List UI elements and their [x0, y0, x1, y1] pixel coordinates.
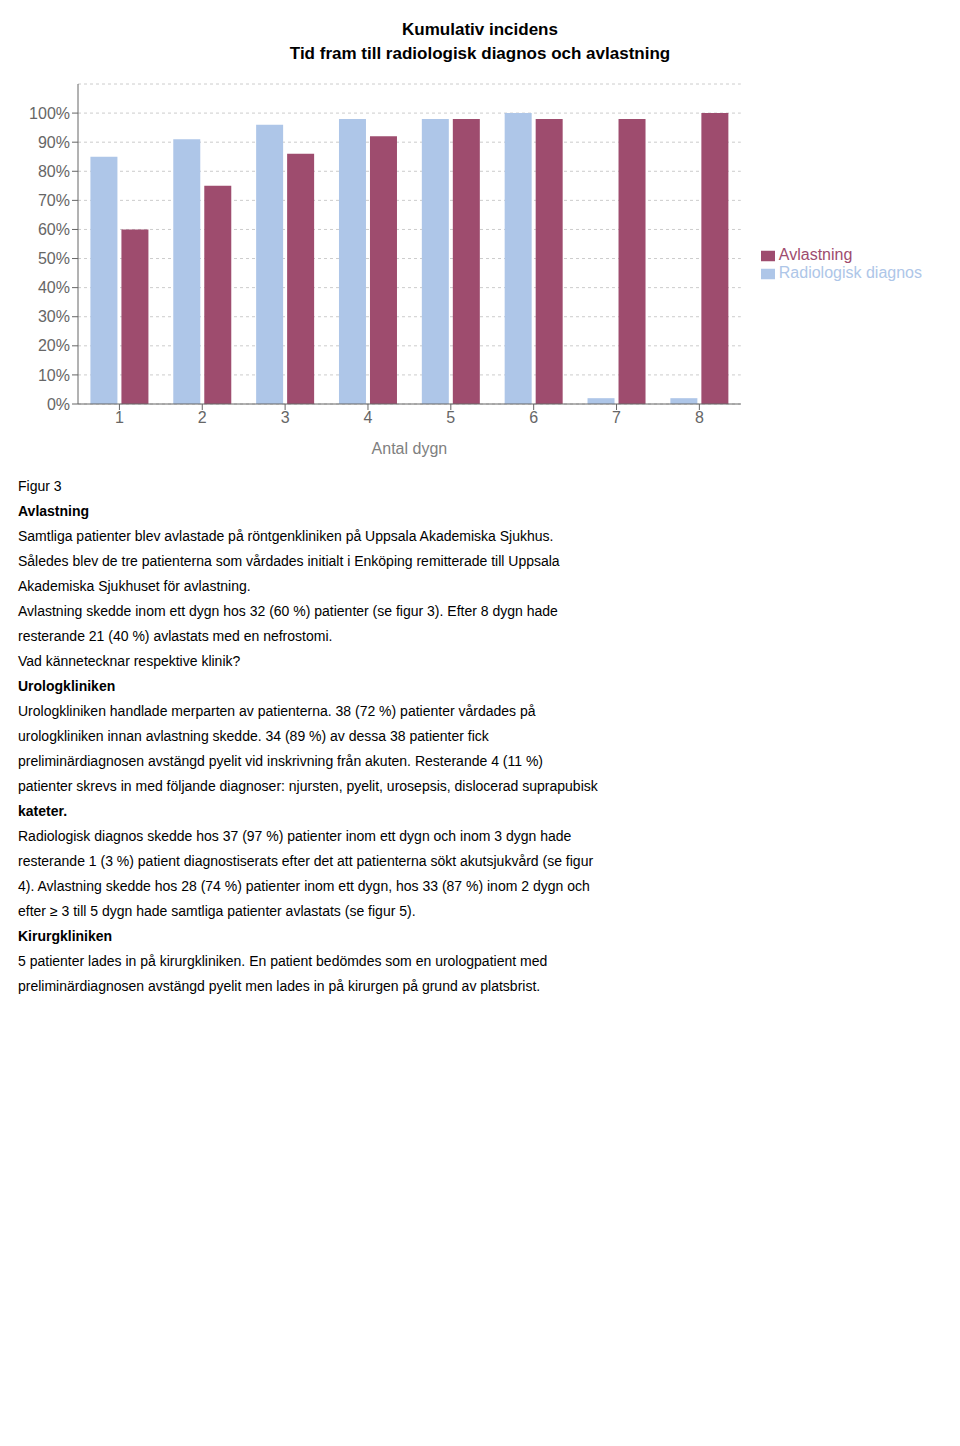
html-text:preliminärdiagnosen avstängd p: preliminärdiagnosen avstängd pyelit vid … — [18, 753, 543, 769]
html-text:Vad kännetecknar respektive kl: Vad kännetecknar respektive klinik? — [18, 653, 241, 669]
svg-text:0%: 0% — [47, 396, 70, 413]
svg-text:8: 8 — [695, 409, 704, 426]
svg-text:40%: 40% — [38, 279, 70, 296]
svg-text:80%: 80% — [38, 163, 70, 180]
svg-text:90%: 90% — [38, 134, 70, 151]
html-text:Akademiska Sjukhuset för avlas: Akademiska Sjukhuset för avlastning. — [18, 578, 251, 594]
html-text:Figur 3: Figur 3 — [18, 478, 62, 494]
html-text:preliminärdiagnosen avstängd p: preliminärdiagnosen avstängd pyelit men … — [18, 978, 541, 994]
svg-text:70%: 70% — [38, 192, 70, 209]
html-text:Tid fram till radiologisk diag: Tid fram till radiologisk diagnos och av… — [289, 44, 671, 63]
html-text:Avlastning skedde inom ett dyg: Avlastning skedde inom ett dygn hos 32 (… — [18, 603, 558, 619]
html-text:Avlastning: Avlastning — [18, 503, 89, 519]
svg-text:7: 7 — [612, 409, 621, 426]
html-text:Således blev de tre patientern: Således blev de tre patienterna som vård… — [18, 553, 560, 569]
html-text:Kirurgkliniken: Kirurgkliniken — [18, 928, 113, 944]
svg-text:10%: 10% — [38, 367, 70, 384]
html-text:Radiologisk diagnos skedde hos: Radiologisk diagnos skedde hos 37 (97 %)… — [18, 828, 572, 844]
svg-text:100%: 100% — [29, 105, 70, 122]
svg-text:Antal dygn: Antal dygn — [372, 440, 448, 457]
svg-text:20%: 20% — [38, 337, 70, 354]
svg-text:3: 3 — [281, 409, 290, 426]
html-text:kateter.: kateter. — [18, 803, 67, 819]
html-text:resterande 1 (3 %) patient dia: resterande 1 (3 %) patient diagnostisera… — [18, 853, 594, 869]
svg-text:50%: 50% — [38, 250, 70, 267]
svg-text:5: 5 — [446, 409, 455, 426]
html-text:5 patienter lades in på kirurg: 5 patienter lades in på kirurgkliniken. … — [18, 953, 548, 969]
html-text:urologkliniken innan avlastnin: urologkliniken innan avlastning skedde. … — [18, 728, 489, 744]
html-text:efter ≥ 3 till 5 dygn hade sam: efter ≥ 3 till 5 dygn hade samtliga pati… — [18, 903, 416, 919]
svg-text:60%: 60% — [38, 221, 70, 238]
html-text:patienter skrevs in med följan: patienter skrevs in med följande diagnos… — [18, 778, 598, 794]
svg-text:30%: 30% — [38, 308, 70, 325]
svg-text:4: 4 — [364, 409, 373, 426]
html-text:Avlastning: Avlastning — [778, 246, 853, 263]
html-text:Samtliga patienter blev avlast: Samtliga patienter blev avlastade på rön… — [18, 528, 554, 544]
html-text:Radiologisk diagnos: Radiologisk diagnos — [778, 264, 922, 281]
html-text:Urologkliniken handlade merpar: Urologkliniken handlade merparten av pat… — [18, 703, 536, 719]
html-text:4). Avlastning skedde hos 28 (: 4). Avlastning skedde hos 28 (74 %) pati… — [18, 878, 590, 894]
svg-text:2: 2 — [198, 409, 207, 426]
html-text:Kumulativ incidens: Kumulativ incidens — [402, 20, 558, 39]
svg-text:1: 1 — [115, 409, 124, 426]
html-text:resterande 21 (40 %) avlastats: resterande 21 (40 %) avlastats med en ne… — [18, 628, 333, 644]
html-text:Urologkliniken: Urologkliniken — [18, 678, 116, 694]
svg-text:6: 6 — [529, 409, 538, 426]
